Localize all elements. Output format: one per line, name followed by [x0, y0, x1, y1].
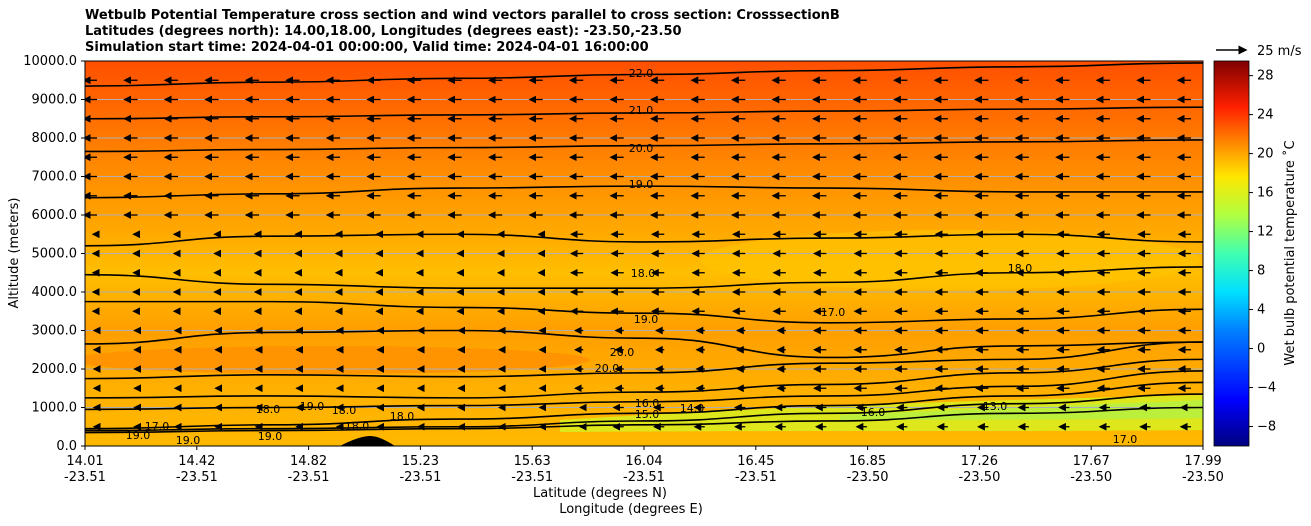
y-tick-label: 4000.0 [32, 285, 78, 300]
contour-label: 20.0 [610, 346, 635, 359]
contour-label: 19.0 [300, 400, 325, 413]
cool-region [700, 230, 1200, 290]
x-tick-label-lat: 14.82 [290, 454, 327, 469]
y-tick-label: 3000.0 [32, 324, 78, 339]
contour-label: 19.0 [629, 178, 654, 191]
terrain [340, 436, 395, 446]
x-tick-label-lon: -23.51 [511, 470, 553, 485]
contour-line-17.0 [85, 381, 1203, 430]
contour-label: 21.0 [629, 104, 654, 117]
x-tick-label-lon: -23.51 [288, 470, 330, 485]
contour-label: 19.0 [126, 429, 151, 442]
contour-line-21.0 [85, 106, 1203, 120]
contour-label: 16.0 [861, 406, 886, 419]
colorbar [1213, 60, 1250, 447]
x-tick-label-lat: 16.04 [625, 454, 662, 469]
x-tick-label-lat: 17.99 [1184, 454, 1221, 469]
contour-line-15.0 [85, 406, 1203, 434]
colorbar-tick-label: 16 [1257, 186, 1274, 201]
colorbar-tick-label: 8 [1257, 264, 1265, 279]
warm-region [85, 346, 590, 374]
chart-title-line-2: Latitudes (degrees north): 14.00,18.00, … [85, 24, 682, 39]
contour-label: 13.0 [983, 400, 1008, 413]
contour-line-19.0 [85, 300, 1203, 324]
x-tick-label-lon: -23.51 [176, 470, 218, 485]
x-tick-label-lon: -23.51 [399, 470, 441, 485]
y-tick-label: 0.0 [56, 439, 77, 454]
contour-label: 19.0 [258, 430, 283, 443]
contour-label: 17.0 [1113, 433, 1138, 446]
colorbar-tick-label: −4 [1257, 381, 1276, 396]
y-tick-label: 7000.0 [32, 170, 78, 185]
y-tick-label: 2000.0 [32, 362, 78, 377]
contour-line-16.0 [85, 393, 1203, 432]
contour-label: 20.0 [629, 142, 654, 155]
x-tick-label-lon: -23.51 [623, 470, 665, 485]
contour-label: 19.0 [176, 434, 201, 447]
colorbar-tick-label: 0 [1257, 342, 1265, 357]
colorbar-tick-label: 28 [1257, 69, 1274, 84]
x-axis-label-longitude: Longitude (degrees E) [559, 502, 703, 517]
contour-label: 19.0 [634, 313, 659, 326]
y-tick-label: 6000.0 [32, 208, 78, 223]
x-axis-label-latitude: Latitude (degrees N) [533, 486, 667, 501]
x-tick-label-lon: -23.50 [1070, 470, 1112, 485]
contour-label: 14.0 [680, 402, 705, 415]
contour-label: 18.0 [256, 403, 281, 416]
colorbar-tick-label: 20 [1257, 147, 1274, 162]
x-tick-label-lat: 17.67 [1073, 454, 1110, 469]
contour-line-20.0 [85, 341, 1203, 380]
contour-label: 18.0 [345, 420, 370, 433]
colorbar-tick-label: 4 [1257, 303, 1265, 318]
colorbar-label: Wet bulb potential temperature ˚C [1282, 140, 1298, 365]
x-tick-label-lon: -23.50 [958, 470, 1000, 485]
x-tick-label-lat: 16.45 [737, 454, 774, 469]
y-tick-label: 9000.0 [32, 93, 78, 108]
x-tick-label-lat: 14.01 [66, 454, 103, 469]
contour-label: 17.0 [821, 306, 846, 319]
x-tick-label-lon: -23.50 [847, 470, 889, 485]
y-tick-label: 5000.0 [32, 247, 78, 262]
colorbar-tick-label: 12 [1257, 225, 1274, 240]
contour-label: 22.0 [629, 67, 654, 80]
quiver-key-label: 25 m/s [1257, 44, 1302, 59]
x-tick-label-lon: -23.51 [64, 470, 106, 485]
x-tick-label-lat: 14.42 [178, 454, 215, 469]
x-tick-label-lat: 15.23 [402, 454, 439, 469]
x-tick-label-lat: 16.85 [849, 454, 886, 469]
contour-label: 17.0 [145, 420, 170, 433]
contour-label: 20.0 [595, 362, 620, 375]
y-tick-label: 8000.0 [32, 131, 78, 146]
contour-label: 18.0 [332, 404, 357, 417]
x-tick-label-lat: 15.63 [514, 454, 551, 469]
contour-label: 18.0 [1008, 262, 1033, 275]
contour-label: 18.0 [390, 410, 415, 423]
y-tick-label: 10000.0 [23, 54, 77, 69]
x-tick-label-lon: -23.51 [735, 470, 777, 485]
contour-label: 15.0 [635, 408, 660, 421]
x-tick-label-lon: -23.50 [1182, 470, 1224, 485]
y-tick-label: 1000.0 [32, 401, 78, 416]
contour-line-22.0 [85, 62, 1203, 87]
colorbar-tick-label: −8 [1257, 420, 1276, 435]
chart-title-line-3: Simulation start time: 2024-04-01 00:00:… [85, 40, 649, 55]
colorbar-tick-label: 24 [1257, 108, 1274, 123]
contour-label: 18.0 [631, 267, 656, 280]
x-tick-label-lat: 17.26 [961, 454, 998, 469]
chart-title-line-1: Wetbulb Potential Temperature cross sect… [85, 8, 840, 23]
y-axis-label: Altitude (meters) [7, 198, 22, 309]
